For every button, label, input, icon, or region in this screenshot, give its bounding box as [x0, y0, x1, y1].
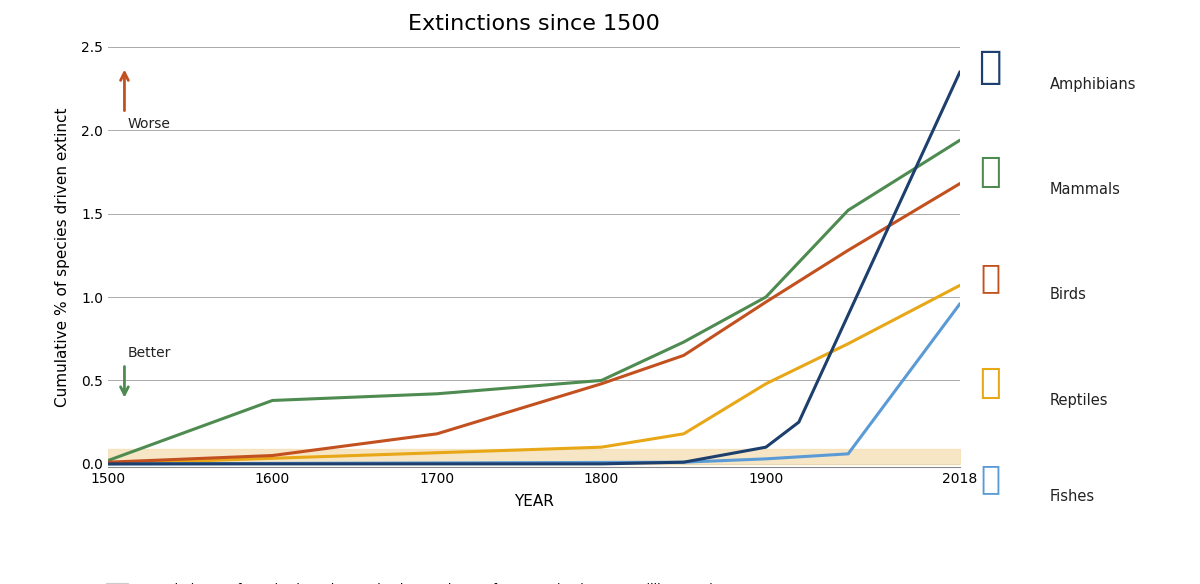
Text: Fishes: Fishes — [1050, 489, 1096, 504]
Text: 🐸: 🐸 — [978, 48, 1002, 86]
X-axis label: YEAR: YEAR — [514, 495, 554, 509]
Text: 🦎: 🦎 — [979, 366, 1001, 399]
Text: Amphibians: Amphibians — [1050, 77, 1136, 92]
Text: 🐦: 🐦 — [980, 261, 1000, 294]
Text: 🐟: 🐟 — [980, 463, 1000, 495]
Legend: Cumulative % of species based on on background rate of 0.1-2 extinctions per mil: Cumulative % of species based on on back… — [106, 582, 784, 584]
Title: Extinctions since 1500: Extinctions since 1500 — [408, 14, 660, 34]
Text: Mammals: Mammals — [1050, 182, 1121, 197]
Y-axis label: Cumulative % of species driven extinct: Cumulative % of species driven extinct — [55, 107, 70, 406]
Text: Worse: Worse — [127, 117, 170, 131]
Text: 🦌: 🦌 — [979, 155, 1001, 189]
Text: Birds: Birds — [1050, 287, 1087, 303]
Text: Reptiles: Reptiles — [1050, 392, 1109, 408]
Text: Better: Better — [127, 346, 172, 360]
